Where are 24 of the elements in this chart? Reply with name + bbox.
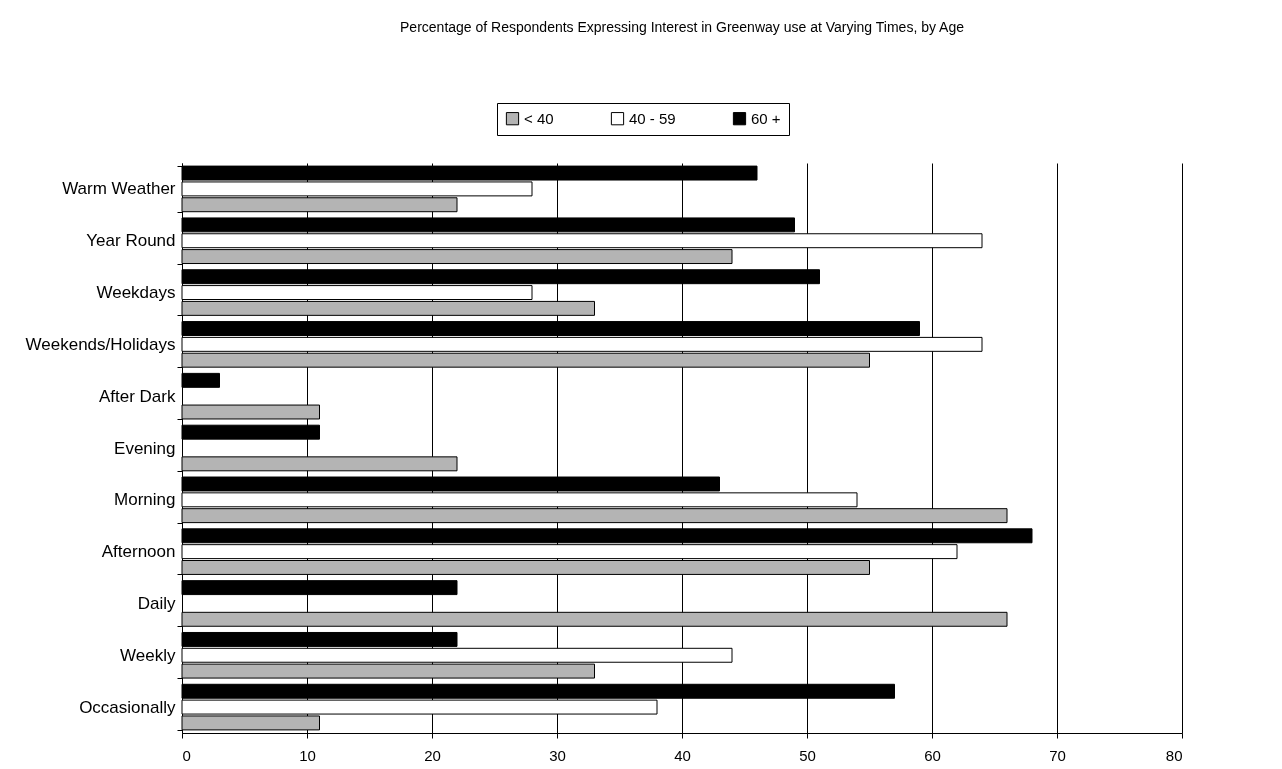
y-tick-label: After Dark [98, 386, 176, 406]
y-tick-label: Warm Weather [62, 179, 176, 199]
y-tick-label: Weekdays [96, 283, 176, 303]
y-tick-label: Afternoon [101, 542, 176, 562]
x-tick-label: 40 [674, 746, 691, 764]
y-tick-label: Year Round [86, 231, 176, 251]
x-tick-label: 60 [924, 746, 941, 764]
y-tick-label: Weekends/Holidays [25, 334, 176, 354]
legend-label: < 40 [524, 109, 554, 127]
legend-label: 40 - 59 [629, 109, 676, 127]
x-tick-label: 20 [424, 746, 441, 764]
x-tick-label: 0 [182, 746, 191, 764]
y-tick-label: Evening [114, 438, 176, 458]
x-tick-label: 10 [299, 746, 316, 764]
y-tick-label: Morning [114, 490, 176, 510]
x-tick-label: 80 [1165, 746, 1183, 764]
x-tick-label: 70 [1049, 746, 1066, 764]
y-tick-label: Daily [137, 593, 176, 613]
legend-label: 60 + [751, 109, 781, 127]
x-tick-label: 50 [799, 746, 816, 764]
x-tick-label: 30 [549, 746, 566, 764]
y-tick-label: Weekly [120, 645, 176, 665]
chart-title: Percentage of Respondents Expressing Interest in Greenway use at Varying Times, by Age [400, 18, 965, 35]
y-tick-label: Occasionally [79, 697, 176, 717]
